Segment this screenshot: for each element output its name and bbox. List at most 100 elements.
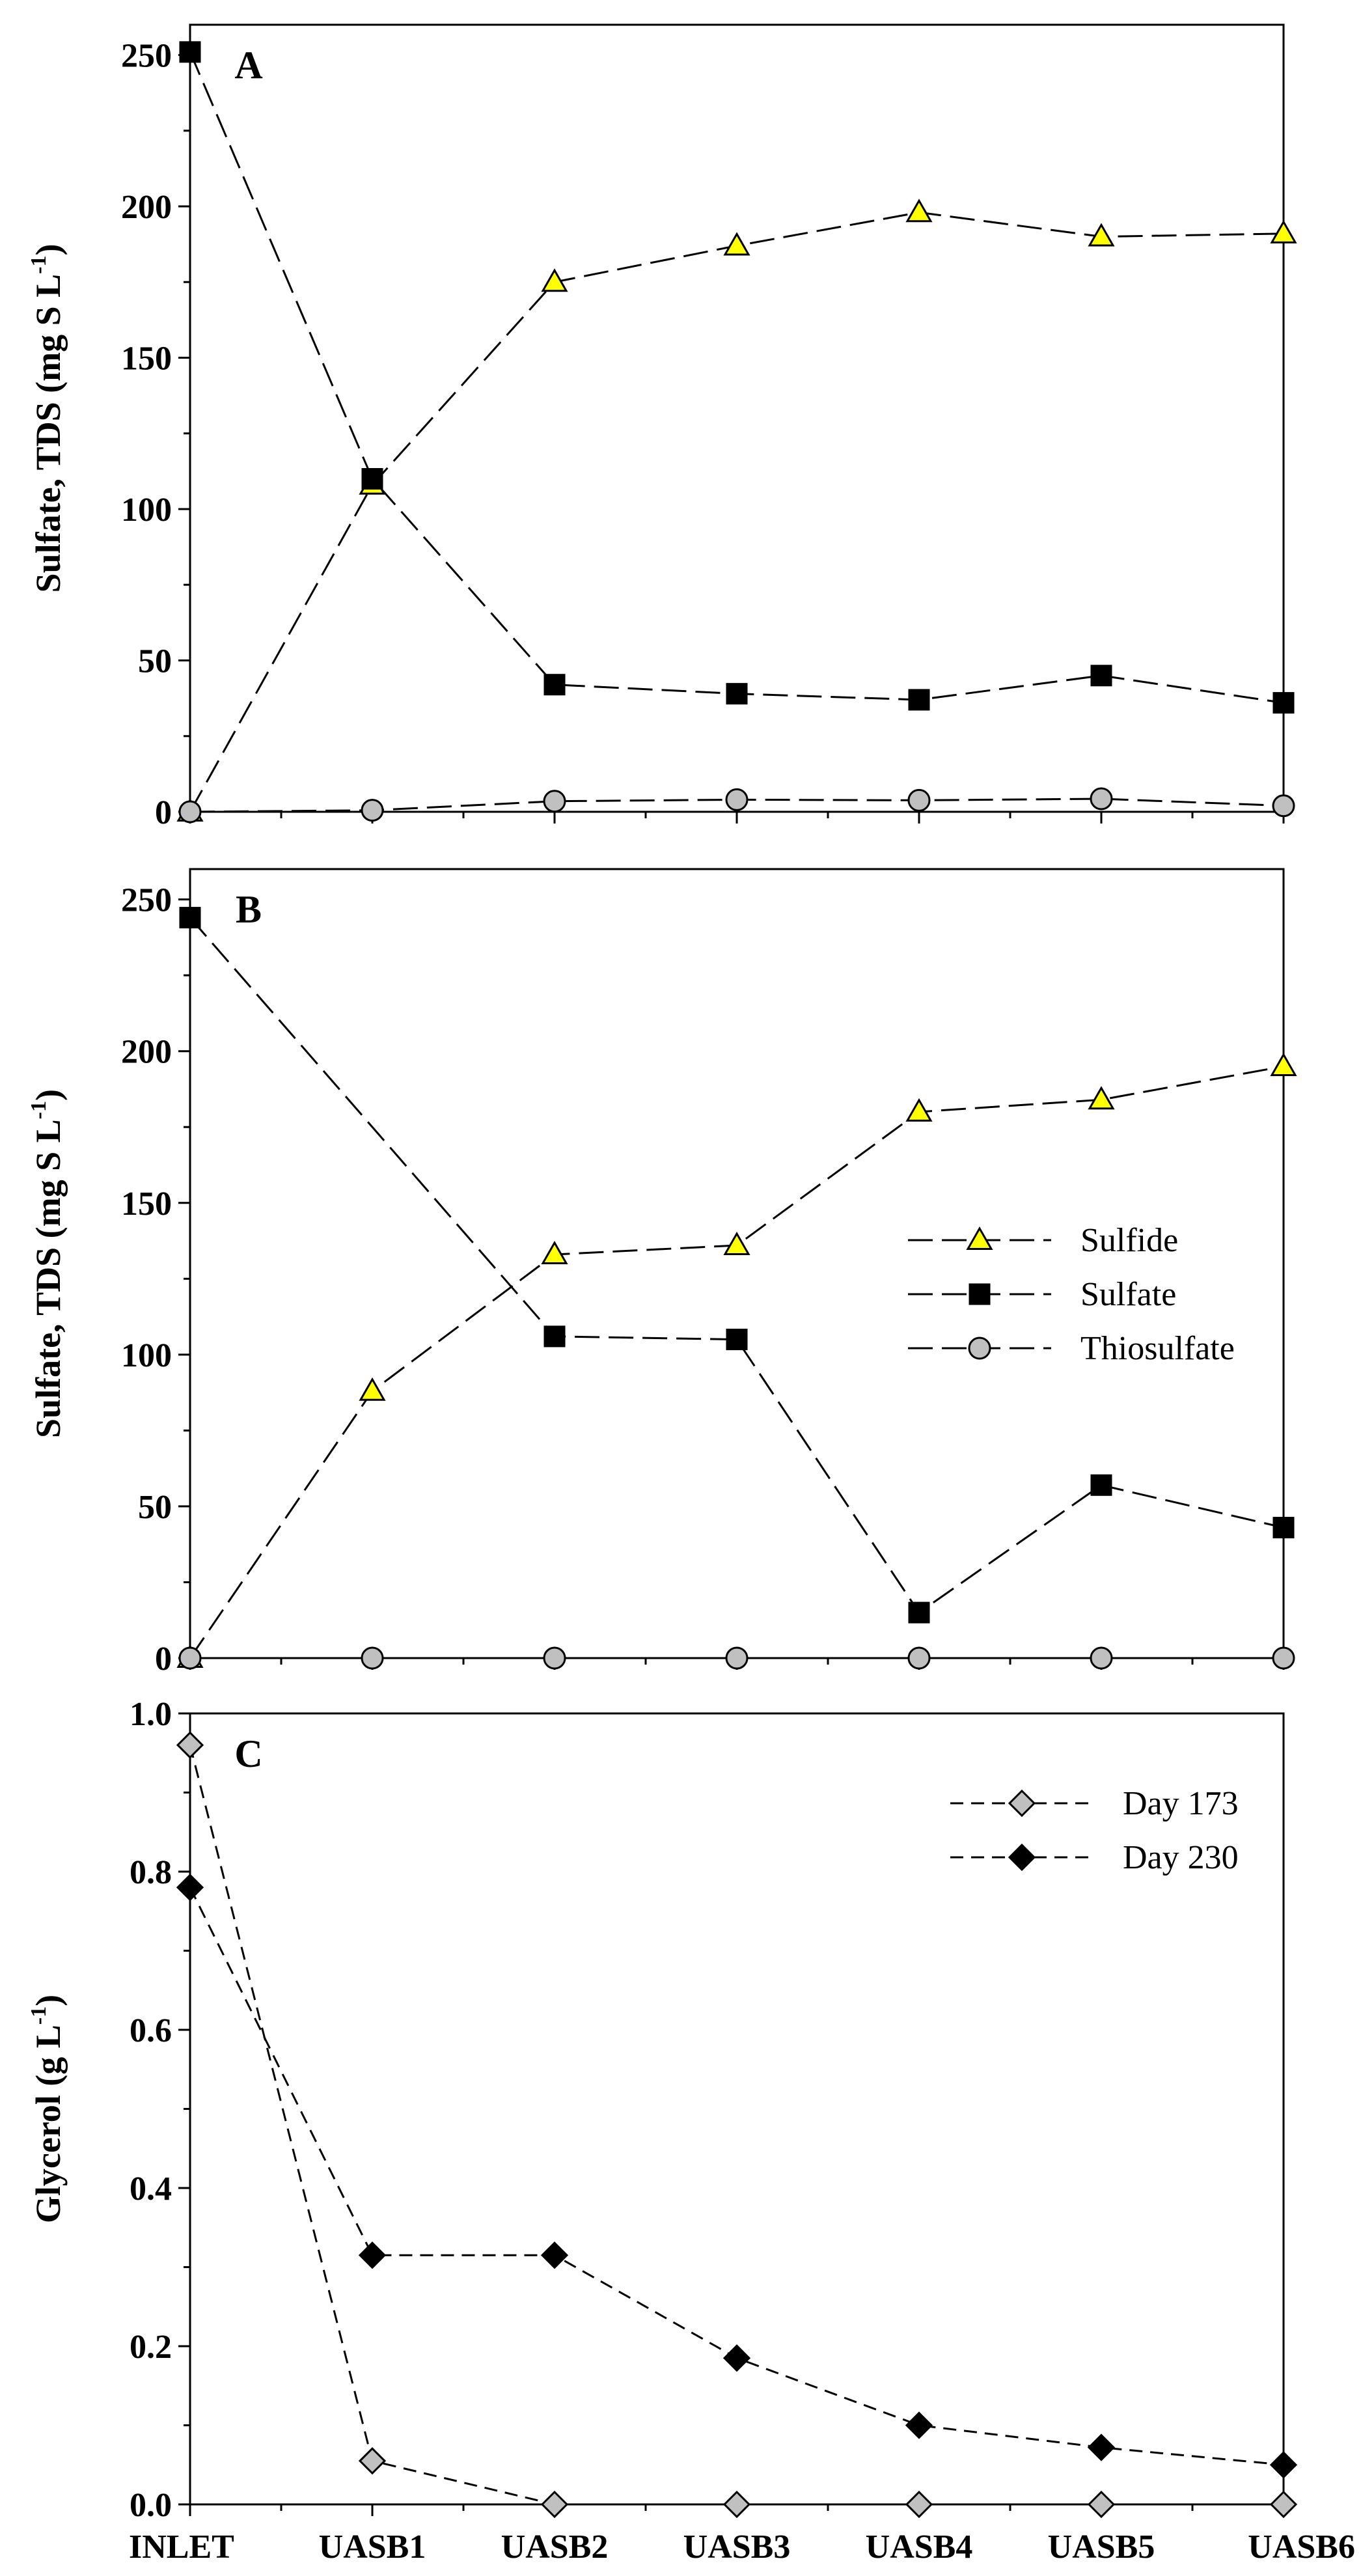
- point-day-173: [540, 2490, 569, 2519]
- series-line-sulfide: [189, 211, 1284, 812]
- y-tick-label: 0.0: [130, 2487, 172, 2524]
- x-tick-label: UASB2: [501, 2528, 609, 2566]
- point-thiosulfate: [725, 788, 749, 811]
- point-sulfide: [905, 1098, 933, 1122]
- point-sulfide: [723, 232, 750, 256]
- point-day-173: [1269, 2490, 1298, 2519]
- y-tick-label: 0.6: [130, 2012, 172, 2049]
- point-thiosulfate: [1272, 794, 1295, 818]
- y-axis-label: Sulfate, TDS (mg S L-1): [27, 1089, 68, 1438]
- x-tick-label: INLET: [129, 2528, 234, 2566]
- legend: Sulfide Sulfate Thiosulfate: [908, 1222, 1235, 1367]
- point-sulfide: [541, 268, 568, 292]
- point-sulfate: [179, 907, 201, 929]
- panel-letter: A: [234, 44, 262, 87]
- point-sulfate: [543, 1325, 566, 1348]
- point-sulfate: [1272, 1517, 1295, 1539]
- y-tick-label: 250: [121, 882, 172, 919]
- plot-frame: [189, 1712, 1285, 2506]
- point-sulfide: [541, 1240, 568, 1265]
- legend-label: Thiosulfate: [1080, 1330, 1235, 1367]
- point-day-230: [905, 2411, 933, 2439]
- point-day-230: [1269, 2451, 1298, 2479]
- point-sulfate: [361, 468, 383, 490]
- point-thiosulfate: [907, 788, 931, 812]
- point-thiosulfate: [178, 800, 202, 824]
- legend-marker: [968, 1336, 991, 1360]
- plot-frame: [189, 868, 1285, 1659]
- point-day-173: [358, 2447, 387, 2475]
- point-thiosulfate: [361, 799, 384, 822]
- series-line-day-230: [189, 1887, 1284, 2466]
- point-sulfide: [359, 1377, 386, 1401]
- point-sulfide: [905, 199, 933, 223]
- panel-a: 0 50 100 150 200 250 Sulfate, TDS (mg S L-1) A: [27, 23, 1297, 831]
- series-line-day-173: [189, 1745, 1284, 2506]
- x-tick-label: UASB1: [319, 2528, 426, 2566]
- point-thiosulfate: [178, 1646, 202, 1670]
- y-tick-label: 100: [121, 492, 172, 529]
- legend-marker: [1008, 1789, 1036, 1818]
- panel-b: 0 50 100 150 200 250 Sulfate, TDS (mg S L-1) B S…: [27, 868, 1297, 1678]
- point-thiosulfate: [1090, 1646, 1113, 1670]
- point-sulfate: [726, 683, 748, 705]
- y-tick-label: 0.4: [130, 2170, 172, 2208]
- y-tick-label: 0.8: [130, 1854, 172, 1891]
- point-day-230: [1087, 2433, 1116, 2461]
- point-thiosulfate: [725, 1646, 749, 1670]
- point-day-230: [722, 2344, 751, 2372]
- point-day-173: [905, 2490, 933, 2519]
- panel-letter: B: [236, 888, 262, 931]
- legend-label: Day 230: [1123, 1839, 1239, 1876]
- point-sulfate: [543, 674, 566, 696]
- point-sulfate: [1090, 665, 1112, 687]
- point-day-173: [176, 1731, 204, 1759]
- panel-c: 0.0 0.2 0.4 0.6 0.8 1.0 Glycerol (g L-1) C Day 1…: [27, 1696, 1355, 2566]
- y-tick-label: 150: [121, 340, 172, 378]
- y-tick-label: 0: [155, 1641, 172, 1678]
- point-thiosulfate: [361, 1646, 384, 1670]
- y-tick-label: 150: [121, 1185, 172, 1223]
- y-tick-label: 250: [121, 38, 172, 75]
- point-sulfide: [1270, 219, 1297, 243]
- legend-label: Sulfate: [1080, 1276, 1176, 1313]
- legend-marker: [1008, 1843, 1036, 1872]
- y-tick-label: 100: [121, 1337, 172, 1374]
- point-day-173: [722, 2490, 751, 2519]
- point-day-230: [540, 2241, 569, 2269]
- point-day-230: [176, 1874, 204, 1902]
- y-tick-label: 1.0: [130, 1696, 172, 1733]
- point-thiosulfate: [543, 1646, 566, 1670]
- point-day-230: [358, 2241, 387, 2269]
- point-sulfide: [1088, 223, 1115, 247]
- point-day-173: [1087, 2490, 1116, 2519]
- point-sulfate: [1090, 1474, 1112, 1496]
- point-thiosulfate: [1090, 787, 1113, 810]
- legend: Day 173 Day 230: [950, 1785, 1239, 1876]
- point-sulfate: [179, 41, 201, 63]
- legend-label: Day 173: [1123, 1785, 1239, 1822]
- x-tick-label: UASB5: [1048, 2528, 1155, 2566]
- legend-marker: [969, 1283, 991, 1305]
- legend-label: Sulfide: [1080, 1222, 1178, 1259]
- point-sulfate: [908, 689, 930, 711]
- y-tick-label: 0.2: [130, 2329, 172, 2366]
- series-line-sulfate: [189, 917, 1284, 1614]
- point-thiosulfate: [1272, 1646, 1295, 1670]
- point-sulfate: [1272, 692, 1295, 714]
- point-sulfide: [1270, 1052, 1297, 1076]
- point-sulfide: [1088, 1086, 1115, 1110]
- y-tick-label: 50: [138, 1489, 172, 1526]
- y-axis-label: Sulfate, TDS (mg S L-1): [27, 244, 68, 593]
- y-axis-label: Glycerol (g L-1): [27, 1995, 68, 2223]
- point-sulfide: [723, 1232, 750, 1256]
- series-line-sulfate: [189, 51, 1284, 704]
- y-tick-label: 50: [138, 643, 172, 680]
- y-tick-label: 200: [121, 1034, 172, 1071]
- y-tick-label: 0: [155, 794, 172, 831]
- point-thiosulfate: [907, 1646, 931, 1670]
- y-tick-label: 200: [121, 189, 172, 226]
- point-thiosulfate: [543, 790, 566, 813]
- x-tick-label: UASB4: [866, 2528, 973, 2566]
